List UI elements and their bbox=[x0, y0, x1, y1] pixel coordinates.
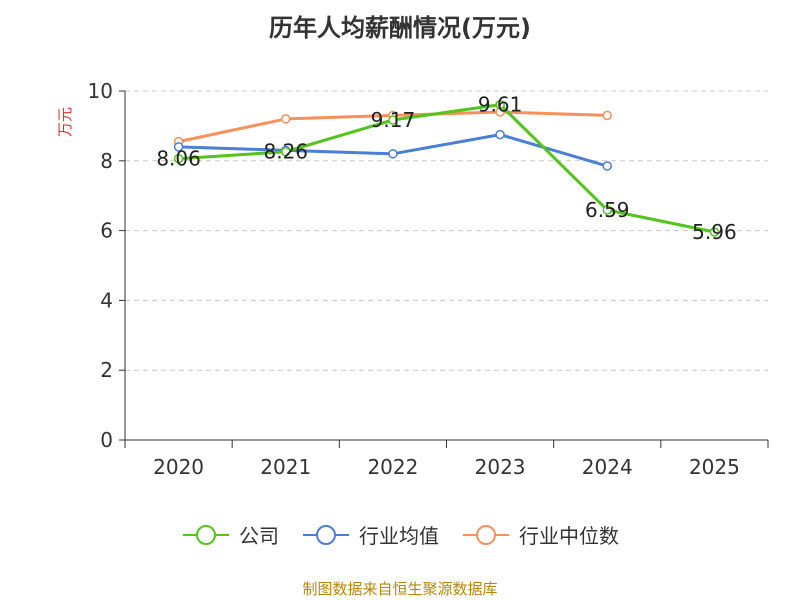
y-tick-label: 0 bbox=[100, 428, 113, 452]
y-tick-label: 2 bbox=[100, 358, 113, 382]
chart-title: 历年人均薪酬情况(万元) bbox=[269, 14, 531, 42]
legend-item: 公司 bbox=[181, 520, 279, 549]
data-label: 8.06 bbox=[156, 147, 201, 171]
data-point bbox=[495, 129, 505, 140]
data-point bbox=[388, 149, 398, 159]
data-label: 9.61 bbox=[478, 93, 523, 117]
x-tick-label: 2024 bbox=[582, 455, 633, 479]
data-point bbox=[602, 110, 612, 121]
legend-item: 行业均值 bbox=[301, 520, 439, 549]
data-point bbox=[495, 99, 505, 110]
y-tick-label: 8 bbox=[100, 149, 113, 173]
legend-marker-icon bbox=[463, 524, 509, 545]
data-point bbox=[173, 142, 184, 152]
data-labels: 8.06 8.26 9.17 9.61 6.59 5.96 bbox=[156, 93, 736, 244]
legend-item: 行业中位数 bbox=[461, 520, 619, 549]
legend-label: 公司 bbox=[239, 524, 279, 548]
data-label: 6.59 bbox=[585, 198, 630, 222]
data-point bbox=[388, 115, 398, 125]
y-tick-label: 10 bbox=[88, 79, 113, 103]
x-tick-label: 2022 bbox=[367, 455, 418, 479]
y-tick-label: 4 bbox=[100, 288, 113, 312]
x-tick-label: 2025 bbox=[689, 455, 740, 479]
legend-label: 行业中位数 bbox=[519, 524, 619, 548]
data-point bbox=[602, 161, 612, 171]
y-axis-label: 万元 bbox=[56, 107, 74, 137]
data-label: 8.26 bbox=[263, 140, 308, 164]
series-lines bbox=[173, 99, 720, 237]
legend-marker-icon bbox=[183, 524, 229, 545]
data-point bbox=[173, 153, 184, 164]
data-point bbox=[709, 227, 720, 237]
x-tick-label: 2023 bbox=[475, 455, 526, 479]
legend-label: 行业均值 bbox=[359, 524, 439, 548]
grid-lines bbox=[125, 90, 768, 371]
source-note: 制图数据来自恒生聚源数据库 bbox=[302, 580, 498, 598]
data-label: 5.96 bbox=[692, 220, 737, 244]
axes: 0 2 4 6 8 10 2020 2021 2022 2023 2024 2025 bbox=[88, 79, 769, 479]
data-point bbox=[602, 205, 612, 215]
legend: 公司 行业均值 行业中位数 bbox=[0, 520, 800, 549]
y-tick-label: 6 bbox=[100, 219, 113, 243]
data-point bbox=[281, 146, 291, 157]
x-tick-label: 2021 bbox=[260, 455, 311, 479]
data-label: 9.17 bbox=[371, 108, 416, 132]
x-tick-label: 2020 bbox=[153, 455, 204, 479]
data-point bbox=[281, 114, 291, 124]
legend-marker-icon bbox=[303, 524, 349, 545]
series-line-公司 bbox=[178, 103, 715, 234]
